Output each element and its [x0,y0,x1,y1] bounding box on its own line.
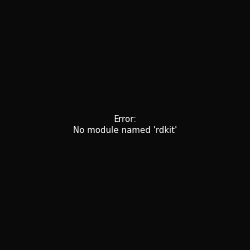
Text: Error:
No module named 'rdkit': Error: No module named 'rdkit' [73,115,177,135]
